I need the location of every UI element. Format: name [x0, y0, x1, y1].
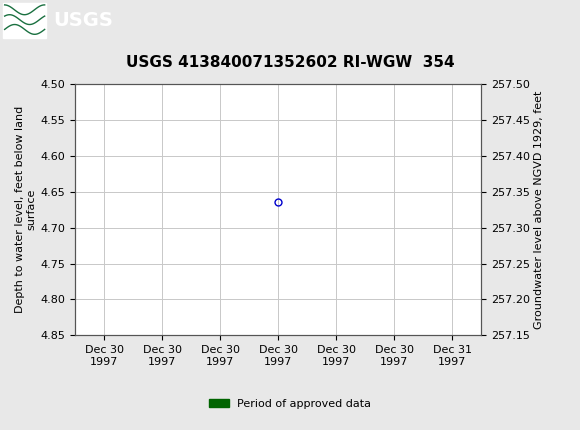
FancyBboxPatch shape [3, 3, 46, 37]
Y-axis label: Groundwater level above NGVD 1929, feet: Groundwater level above NGVD 1929, feet [534, 90, 544, 329]
Text: USGS: USGS [53, 11, 113, 30]
Legend: Period of approved data: Period of approved data [204, 395, 376, 414]
Y-axis label: Depth to water level, feet below land
surface: Depth to water level, feet below land su… [15, 106, 37, 313]
Text: USGS 413840071352602 RI-WGW  354: USGS 413840071352602 RI-WGW 354 [126, 55, 454, 70]
